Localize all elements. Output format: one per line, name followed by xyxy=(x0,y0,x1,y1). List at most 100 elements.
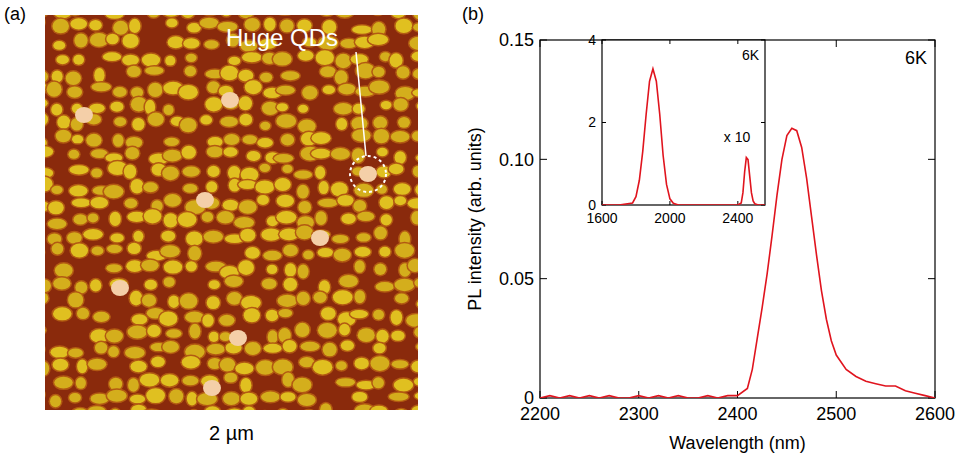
qd-halo xyxy=(67,347,85,359)
qd-halo xyxy=(356,210,376,222)
qd-halo xyxy=(369,15,387,16)
qd-dot xyxy=(277,103,288,111)
qd-halo xyxy=(54,128,72,144)
qd-halo xyxy=(376,146,390,157)
qd-dot xyxy=(373,67,385,77)
qd-dot xyxy=(125,198,138,208)
qd-dot xyxy=(160,245,179,257)
qd-dot xyxy=(133,231,143,242)
qd-dot xyxy=(164,277,175,287)
qd-dot xyxy=(183,167,200,177)
y-tick xyxy=(540,159,547,160)
qd-halo xyxy=(353,182,375,198)
qd-halo xyxy=(415,100,418,113)
qd-dot xyxy=(164,194,181,207)
qd-dot xyxy=(297,185,309,199)
qd-halo xyxy=(45,341,46,357)
qd-halo xyxy=(234,361,255,375)
qd-dot xyxy=(220,358,236,371)
qd-halo xyxy=(203,39,220,50)
qd-halo xyxy=(277,307,294,318)
qd-halo xyxy=(410,359,418,374)
qd-halo xyxy=(378,195,395,211)
qd-halo xyxy=(121,32,140,49)
qd-halo xyxy=(310,131,332,146)
qd-dot xyxy=(204,406,220,410)
qd-halo xyxy=(199,15,221,16)
qd-dot xyxy=(164,138,179,146)
qd-dot xyxy=(52,19,69,33)
qd-dot xyxy=(261,392,280,402)
qd-dot xyxy=(379,247,390,257)
qd-halo xyxy=(387,391,410,402)
qd-halo xyxy=(329,147,351,162)
qd-halo xyxy=(351,390,369,403)
qd-dot xyxy=(51,186,62,194)
highlight-circle xyxy=(350,156,386,192)
qd-halo xyxy=(142,208,162,225)
qd-dot xyxy=(320,403,332,410)
qd-dot xyxy=(159,311,177,326)
qd-dot xyxy=(341,214,355,224)
qd-dot xyxy=(311,149,331,159)
qd-halo xyxy=(243,79,263,96)
qd-dot xyxy=(108,346,119,357)
qd-dot xyxy=(103,52,121,61)
qd-halo xyxy=(238,112,254,127)
qd-halo xyxy=(335,360,349,372)
qd-dot xyxy=(69,15,81,16)
y-tick-label: 2 xyxy=(588,114,596,130)
qd-dot xyxy=(181,15,195,18)
qd-halo xyxy=(56,114,72,130)
qd-dot xyxy=(224,134,239,145)
x-tick-top xyxy=(602,40,603,44)
qd-dot xyxy=(273,52,292,65)
qd-dot xyxy=(381,214,392,225)
qd-halo xyxy=(301,409,317,410)
qd-halo xyxy=(178,292,199,310)
qd-dot xyxy=(247,151,261,161)
qd-dot xyxy=(296,226,313,240)
qd-halo xyxy=(188,322,202,340)
huge-qd xyxy=(221,92,239,108)
qd-halo xyxy=(369,355,391,373)
qd-dot xyxy=(234,217,254,228)
qd-halo xyxy=(276,293,299,308)
qd-halo xyxy=(339,339,355,352)
qd-halo xyxy=(126,324,149,340)
qd-dot xyxy=(336,378,355,386)
qd-dot xyxy=(245,247,260,259)
qd-halo xyxy=(333,102,355,116)
x-tick xyxy=(669,201,670,205)
qd-halo xyxy=(45,245,46,260)
qd-dot xyxy=(148,83,162,97)
afm-ground xyxy=(45,15,418,410)
qd-halo xyxy=(294,321,311,338)
qd-halo xyxy=(331,289,354,306)
y-tick-label: 0.05 xyxy=(499,269,534,289)
qd-dot xyxy=(318,199,338,207)
qd-dot xyxy=(90,197,108,208)
qd-halo xyxy=(75,306,90,320)
qd-halo xyxy=(140,258,160,272)
qd-halo xyxy=(53,375,75,390)
qd-dot xyxy=(339,324,350,336)
qd-halo xyxy=(205,343,226,356)
qd-halo xyxy=(218,357,237,373)
qd-halo xyxy=(128,17,142,34)
qd-halo xyxy=(317,197,340,208)
qd-halo xyxy=(337,82,357,96)
qd-dot xyxy=(151,357,165,367)
qd-dot xyxy=(391,310,403,325)
qd-halo xyxy=(310,147,333,160)
qd-halo xyxy=(66,85,84,99)
qd-dot xyxy=(127,66,141,77)
qd-dot xyxy=(373,343,385,353)
y-axis-title: PL intensity (arb. units) xyxy=(465,127,485,310)
qd-dot xyxy=(318,248,334,257)
qd-dot xyxy=(281,71,299,80)
qd-dot xyxy=(45,293,48,304)
qd-halo xyxy=(338,274,360,289)
qd-halo xyxy=(184,52,198,63)
qd-halo xyxy=(316,321,338,339)
